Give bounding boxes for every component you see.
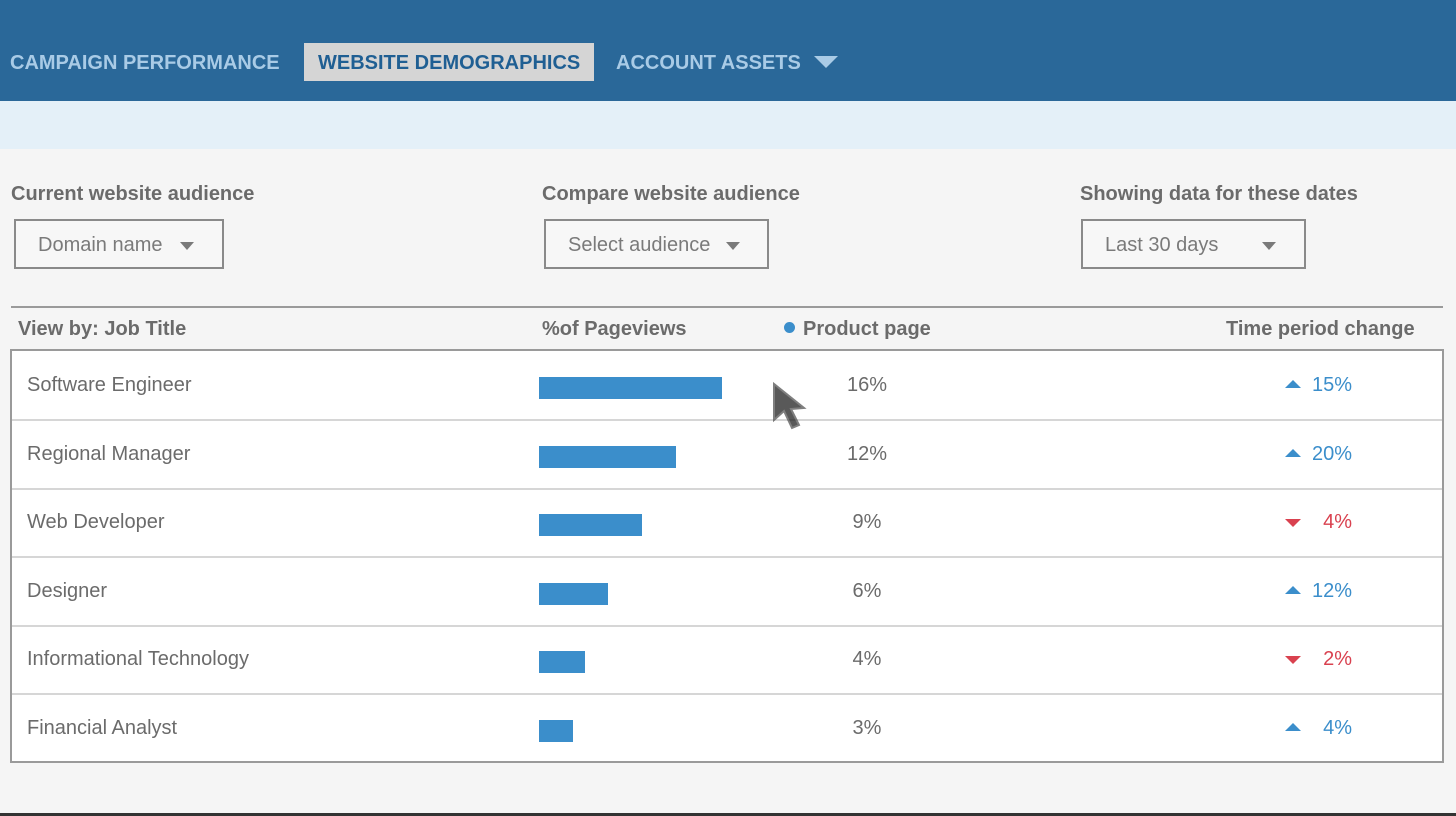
table-row[interactable]: Informational Technology 4% 2% — [12, 625, 1442, 695]
pageviews-percent: 9% — [852, 511, 882, 533]
triangle-up-icon — [1285, 448, 1301, 457]
triangle-down-icon — [1285, 519, 1301, 527]
time-period-change-value: 15% — [1311, 374, 1352, 396]
pageviews-percent: 3% — [852, 716, 882, 739]
triangle-down-icon — [1285, 656, 1301, 664]
table-row[interactable]: Web Developer 9% 4% — [12, 488, 1442, 558]
compare-audience-dropdown[interactable]: Select audience — [544, 219, 769, 269]
job-title-cell: Designer — [27, 579, 108, 602]
product-page-header: Product page — [784, 318, 931, 341]
pageviews-bar — [539, 514, 642, 536]
compare-audience-value: Select audience — [568, 234, 711, 256]
product-page-label: Product page — [803, 318, 931, 340]
job-title-cell: Informational Technology — [27, 648, 249, 670]
current-audience-value: Domain name — [38, 234, 163, 256]
pageviews-percent: 12% — [846, 442, 888, 465]
compare-audience-label: Compare website audience — [542, 183, 800, 205]
pageviews-header: %of Pageviews — [542, 318, 687, 340]
time-period-change-header: Time period change — [1226, 318, 1415, 340]
tab-account-assets[interactable]: ACCOUNT ASSETS — [616, 43, 839, 81]
tab-campaign-performance[interactable]: CAMPAIGN PERFORMANCE — [10, 43, 280, 81]
pageviews-bar — [539, 582, 608, 605]
sub-header-bar — [0, 101, 1456, 149]
tab-website-demographics[interactable]: WEBSITE DEMOGRAPHICS — [304, 43, 595, 81]
time-period-change-value: 2% — [1323, 648, 1352, 670]
top-navigation-bar: CAMPAIGN PERFORMANCE WEBSITE DEMOGRAPHIC… — [0, 0, 1456, 101]
date-range-dropdown[interactable]: Last 30 days — [1081, 219, 1306, 269]
pageviews-bar — [539, 651, 585, 673]
tab-label: CAMPAIGN PERFORMANCE — [10, 52, 280, 74]
legend-dot-icon — [784, 322, 795, 334]
job-title-table: Software Engineer 16% 15% Regional Manager 1… — [10, 349, 1444, 763]
pageviews-percent: 6% — [852, 579, 882, 602]
table-row[interactable]: Software Engineer 16% 15% — [12, 351, 1442, 421]
date-range-label: Showing data for these dates — [1080, 183, 1358, 205]
job-title-cell: Regional Manager — [27, 442, 191, 465]
chevron-down-icon — [814, 55, 839, 68]
job-title-cell: Financial Analyst — [27, 716, 178, 739]
table-row[interactable]: Financial Analyst 3% 4% — [12, 694, 1442, 762]
section-divider — [11, 306, 1443, 308]
date-range-value: Last 30 days — [1105, 234, 1219, 256]
tab-label: ACCOUNT ASSETS — [616, 52, 801, 74]
time-period-change-value: 20% — [1311, 442, 1352, 465]
triangle-up-icon — [1285, 722, 1301, 731]
pageviews-bar — [539, 719, 573, 742]
job-title-cell: Software Engineer — [27, 374, 192, 396]
current-audience-label: Current website audience — [11, 183, 255, 205]
current-audience-dropdown[interactable]: Domain name — [14, 219, 224, 269]
bottom-border — [0, 813, 1456, 816]
time-period-change-value: 12% — [1311, 579, 1352, 602]
chevron-down-icon — [1262, 242, 1276, 250]
tab-label: WEBSITE DEMOGRAPHICS — [318, 52, 581, 74]
view-by-header[interactable]: View by: Job Title — [18, 318, 187, 340]
pageviews-bar — [539, 445, 676, 468]
triangle-up-icon — [1285, 380, 1301, 388]
pageviews-bar — [539, 377, 722, 399]
chevron-down-icon — [180, 242, 194, 250]
table-row[interactable]: Designer 6% 12% — [12, 557, 1442, 627]
time-period-change-value: 4% — [1323, 716, 1352, 739]
mouse-cursor-icon — [773, 381, 807, 430]
job-title-cell: Web Developer — [27, 511, 165, 533]
table-row[interactable]: Regional Manager 12% 20% — [12, 420, 1442, 490]
time-period-change-value: 4% — [1323, 511, 1352, 533]
chevron-down-icon — [726, 242, 740, 250]
pageviews-percent: 16% — [846, 374, 888, 396]
pageviews-percent: 4% — [852, 648, 882, 670]
triangle-up-icon — [1285, 585, 1301, 594]
